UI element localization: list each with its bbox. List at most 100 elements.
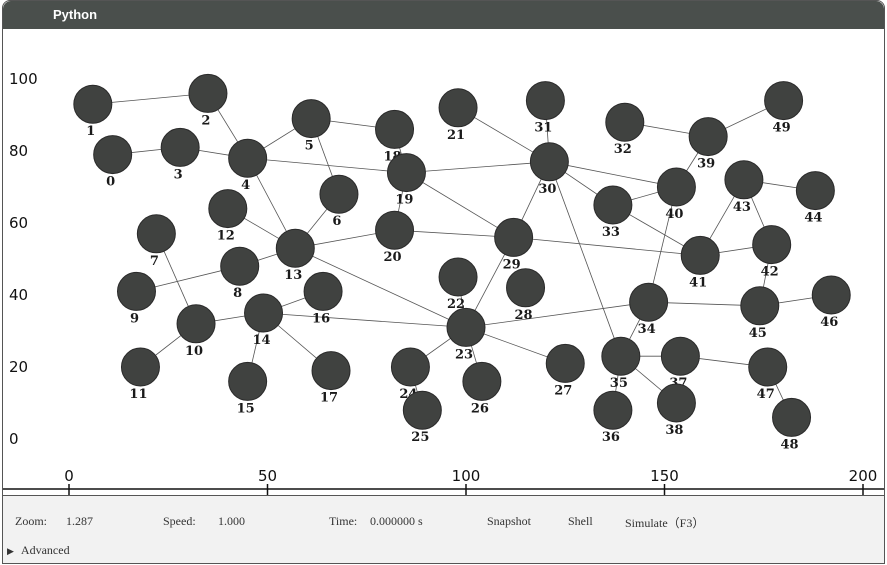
node-circle[interactable]: [593, 390, 633, 430]
graph-node[interactable]: 23: [446, 307, 486, 362]
graph-node[interactable]: 46: [811, 275, 851, 330]
node-circle[interactable]: [656, 383, 696, 423]
node-circle[interactable]: [188, 73, 228, 113]
node-circle[interactable]: [795, 171, 835, 211]
node-circle[interactable]: [93, 135, 133, 175]
node-circle[interactable]: [506, 268, 546, 308]
node-circle[interactable]: [228, 138, 268, 178]
node-circle[interactable]: [593, 185, 633, 225]
node-circle[interactable]: [303, 271, 343, 311]
graph-node[interactable]: 3: [160, 127, 200, 182]
node-circle[interactable]: [764, 81, 804, 121]
graph-node[interactable]: 6: [319, 174, 359, 229]
node-circle[interactable]: [386, 153, 426, 193]
node-circle[interactable]: [319, 174, 359, 214]
node-circle[interactable]: [748, 347, 788, 387]
graph-node[interactable]: 7: [136, 214, 176, 269]
graph-node[interactable]: 34: [629, 282, 669, 337]
node-circle[interactable]: [160, 127, 200, 167]
graph-node[interactable]: 24: [390, 347, 430, 402]
node-circle[interactable]: [446, 307, 486, 347]
node-circle[interactable]: [120, 347, 160, 387]
node-circle[interactable]: [525, 81, 565, 121]
node-circle[interactable]: [752, 225, 792, 265]
node-circle[interactable]: [244, 293, 284, 333]
node-circle[interactable]: [605, 102, 645, 142]
node-circle[interactable]: [660, 336, 700, 376]
graph-node[interactable]: 39: [688, 117, 728, 172]
graph-node[interactable]: 20: [375, 210, 415, 265]
graph-node[interactable]: 10: [176, 304, 216, 359]
node-circle[interactable]: [811, 275, 851, 315]
graph-node[interactable]: 40: [656, 167, 696, 222]
node-circle[interactable]: [291, 99, 331, 139]
graph-node[interactable]: 29: [494, 217, 534, 272]
node-circle[interactable]: [390, 347, 430, 387]
node-circle[interactable]: [438, 257, 478, 297]
graph-node[interactable]: 27: [545, 343, 585, 398]
simulate-button[interactable]: Simulate（F3）: [625, 516, 705, 530]
graph-node[interactable]: 13: [275, 228, 315, 283]
node-circle[interactable]: [601, 336, 641, 376]
node-circle[interactable]: [494, 217, 534, 257]
node-circle[interactable]: [402, 390, 442, 430]
node-circle[interactable]: [220, 246, 260, 286]
node-circle[interactable]: [176, 304, 216, 344]
node-circle[interactable]: [311, 351, 351, 391]
graph-node[interactable]: 4: [228, 138, 268, 193]
graph-node[interactable]: 47: [748, 347, 788, 402]
graph-node[interactable]: 15: [228, 361, 268, 416]
graph-node[interactable]: 12: [208, 189, 248, 244]
graph-node[interactable]: 48: [772, 397, 812, 452]
graph-node[interactable]: 43: [724, 160, 764, 215]
graph-node[interactable]: 14: [244, 293, 284, 348]
graph-node[interactable]: 8: [220, 246, 260, 301]
snapshot-button[interactable]: Snapshot: [487, 514, 532, 528]
graph-node[interactable]: 5: [291, 99, 331, 154]
node-circle[interactable]: [438, 88, 478, 128]
graph-node[interactable]: 36: [593, 390, 633, 445]
node-circle[interactable]: [529, 142, 569, 182]
advanced-toggle[interactable]: ▶ Advanced: [7, 543, 70, 558]
graph-node[interactable]: 37: [660, 336, 700, 391]
node-circle[interactable]: [724, 160, 764, 200]
graph-node[interactable]: 21: [438, 88, 478, 143]
graph-node[interactable]: 41: [680, 235, 720, 290]
graph-node[interactable]: 33: [593, 185, 633, 240]
node-circle[interactable]: [228, 361, 268, 401]
graph-node[interactable]: 28: [506, 268, 546, 323]
title-bar[interactable]: Python: [3, 1, 884, 29]
graph-node[interactable]: 16: [303, 271, 343, 326]
shell-button[interactable]: Shell: [568, 514, 593, 528]
node-circle[interactable]: [688, 117, 728, 157]
graph-node[interactable]: 45: [740, 286, 780, 341]
graph-node[interactable]: 30: [529, 142, 569, 197]
graph-node[interactable]: 9: [116, 271, 156, 326]
graph-node[interactable]: 0: [93, 135, 133, 190]
graph-node[interactable]: 31: [525, 81, 565, 136]
node-circle[interactable]: [73, 84, 113, 124]
node-circle[interactable]: [116, 271, 156, 311]
graph-node[interactable]: 17: [311, 351, 351, 406]
graph-node[interactable]: 42: [752, 225, 792, 280]
graph-node[interactable]: 1: [73, 84, 113, 139]
graph-node[interactable]: 2: [188, 73, 228, 128]
graph-node[interactable]: 25: [402, 390, 442, 445]
node-circle[interactable]: [275, 228, 315, 268]
node-circle[interactable]: [375, 210, 415, 250]
graph-node[interactable]: 11: [120, 347, 160, 402]
node-circle[interactable]: [680, 235, 720, 275]
graph-node[interactable]: 19: [386, 153, 426, 208]
graph-node[interactable]: 44: [795, 171, 835, 226]
node-circle[interactable]: [740, 286, 780, 326]
graph-node[interactable]: 38: [656, 383, 696, 438]
graph-node[interactable]: 26: [462, 361, 502, 416]
node-circle[interactable]: [375, 109, 415, 149]
node-circle[interactable]: [136, 214, 176, 254]
node-circle[interactable]: [629, 282, 669, 322]
node-circle[interactable]: [208, 189, 248, 229]
graph-node[interactable]: 32: [605, 102, 645, 157]
graph-node[interactable]: 22: [438, 257, 478, 312]
node-circle[interactable]: [656, 167, 696, 207]
